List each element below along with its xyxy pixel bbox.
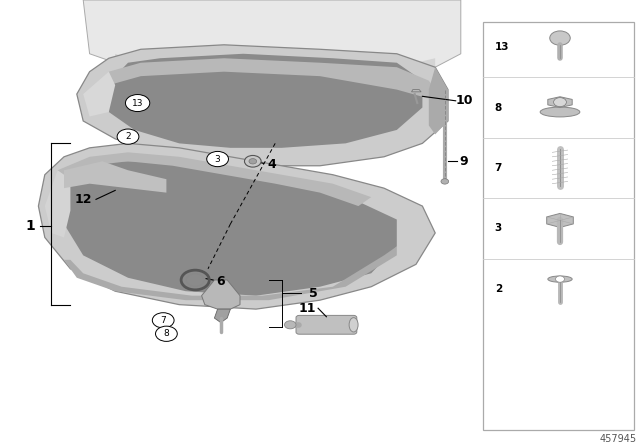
Text: 3: 3: [495, 224, 502, 233]
Text: 2: 2: [495, 284, 502, 294]
Text: 6: 6: [216, 275, 225, 288]
Text: 2: 2: [125, 132, 131, 141]
Circle shape: [207, 151, 228, 167]
Text: 7: 7: [495, 163, 502, 173]
Circle shape: [117, 129, 139, 144]
Polygon shape: [429, 67, 448, 134]
Text: 8: 8: [495, 103, 502, 112]
Polygon shape: [45, 170, 70, 237]
Polygon shape: [58, 152, 371, 206]
Text: 457945: 457945: [600, 434, 637, 444]
Circle shape: [152, 313, 174, 328]
Text: 7: 7: [161, 316, 166, 325]
Ellipse shape: [548, 276, 572, 282]
Polygon shape: [548, 97, 572, 108]
FancyBboxPatch shape: [483, 22, 634, 430]
Text: 10: 10: [455, 94, 473, 108]
Polygon shape: [115, 54, 435, 85]
Polygon shape: [77, 45, 448, 166]
Polygon shape: [38, 143, 435, 309]
Circle shape: [285, 321, 296, 329]
Text: 4: 4: [268, 158, 276, 172]
Text: 12: 12: [74, 193, 92, 206]
FancyBboxPatch shape: [296, 315, 357, 334]
Circle shape: [249, 159, 257, 164]
Text: 13: 13: [495, 42, 509, 52]
Text: 3: 3: [215, 155, 220, 164]
Circle shape: [125, 95, 150, 112]
Ellipse shape: [540, 107, 580, 117]
Text: 1: 1: [26, 219, 36, 233]
Text: 8: 8: [164, 329, 169, 338]
Polygon shape: [412, 90, 421, 92]
Circle shape: [209, 153, 227, 165]
Circle shape: [441, 179, 449, 184]
Polygon shape: [547, 213, 573, 228]
Polygon shape: [64, 161, 397, 296]
Circle shape: [554, 98, 566, 107]
Circle shape: [556, 276, 564, 282]
Polygon shape: [202, 280, 240, 309]
Text: 9: 9: [460, 155, 468, 168]
Polygon shape: [64, 161, 166, 193]
Circle shape: [244, 155, 261, 167]
Ellipse shape: [349, 318, 358, 332]
Polygon shape: [83, 0, 461, 76]
Polygon shape: [214, 309, 230, 323]
Circle shape: [213, 156, 222, 162]
Polygon shape: [64, 246, 397, 300]
Polygon shape: [83, 72, 115, 116]
Polygon shape: [102, 54, 422, 148]
Text: 11: 11: [298, 302, 316, 315]
Text: 5: 5: [309, 287, 318, 300]
Circle shape: [156, 326, 177, 341]
Polygon shape: [109, 58, 435, 99]
Circle shape: [550, 31, 570, 45]
Text: 13: 13: [132, 99, 143, 108]
